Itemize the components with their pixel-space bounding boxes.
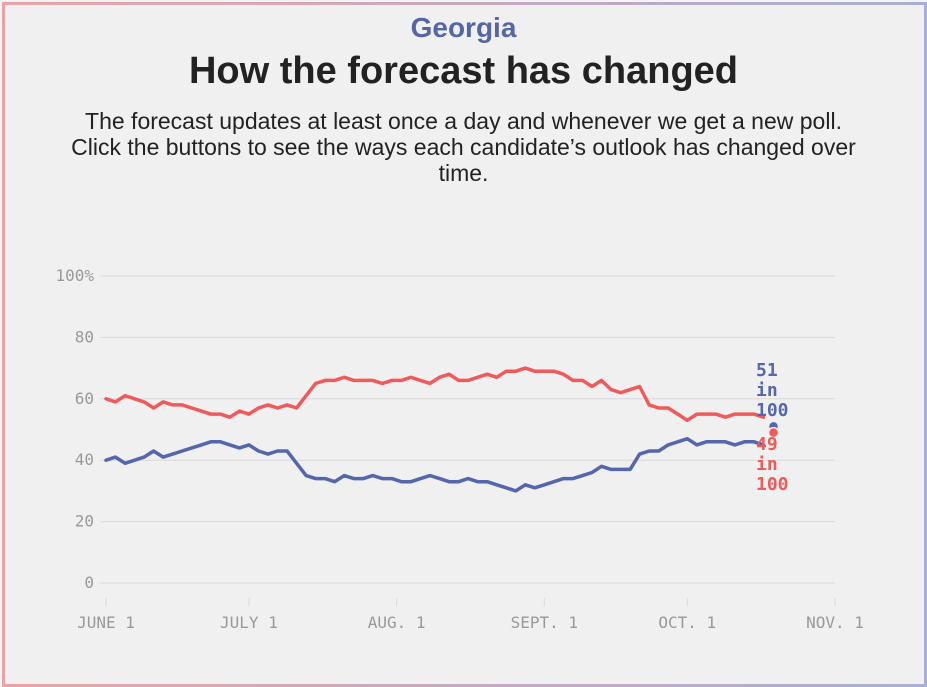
y-tick-label-0: 0 [84, 573, 94, 592]
end-label-49-2: 100 [756, 474, 789, 495]
y-tick-label-100: 100% [55, 266, 94, 285]
end-label-51-0: 51 [756, 360, 778, 381]
x-tick-label-1: JULY 1 [220, 613, 278, 632]
series-line-red [104, 366, 766, 423]
state-name: Georgia [410, 12, 517, 43]
end-label-51-1: in [756, 380, 778, 401]
series-layer [104, 366, 766, 493]
end-dot-49 [767, 426, 780, 439]
grid-layer: 100% 80 60 40 20 0 [55, 266, 835, 592]
series-line-blue [104, 436, 766, 493]
chart-description: The forecast updates at least once a day… [71, 108, 856, 186]
y-tick-label-60: 60 [75, 389, 94, 408]
chart-title: How the forecast has changed [188, 50, 738, 92]
y-tick-label-80: 80 [75, 327, 94, 346]
end-label-51-2: 100 [756, 400, 789, 421]
x-tick-label-0: JUNE 1 [77, 613, 135, 632]
y-tick-label-20: 20 [75, 512, 94, 531]
x-tick-label-2: AUG. 1 [368, 613, 426, 632]
end-label-49-0: 49 [756, 434, 778, 455]
x-tick-label-4: OCT. 1 [658, 613, 716, 632]
end-label-49-1: in [756, 454, 778, 475]
x-tick-label-5: NOV. 1 [806, 613, 864, 632]
x-tick-label-3: SEPT. 1 [511, 613, 578, 632]
y-tick-label-40: 40 [75, 450, 94, 469]
x-axis: JUNE 1 JULY 1 AUG. 1 SEPT. 1 OCT. 1 NOV. 1 [77, 598, 864, 632]
